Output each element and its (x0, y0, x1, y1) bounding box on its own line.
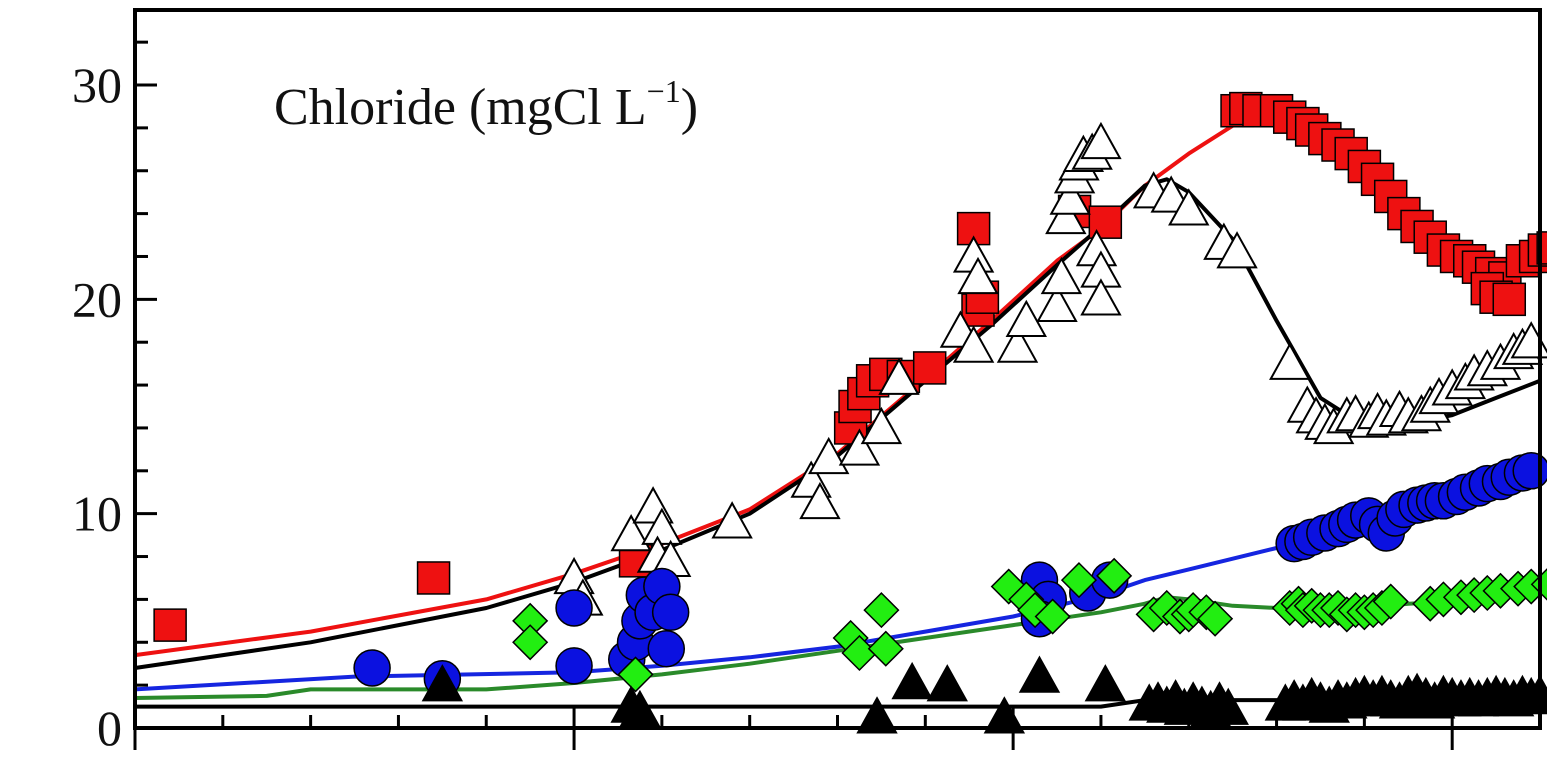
open-triangle-point (838, 428, 881, 466)
y-tick-label: 30 (72, 57, 122, 113)
square-point (416, 561, 451, 595)
square-point (912, 351, 947, 385)
open-triangle-point (1005, 299, 1047, 337)
open-triangle-point (1045, 196, 1087, 235)
circle-point (353, 649, 391, 687)
y-tick-labels: 0 10 20 30 (72, 57, 122, 756)
filled-triangle-point (891, 661, 933, 700)
square-point (153, 608, 187, 642)
square-point (1536, 231, 1547, 265)
open-triangle-point (1216, 231, 1258, 269)
chart-title-superscript: −1 (647, 73, 681, 109)
open-triangle-point (1168, 188, 1210, 226)
diamond-point (512, 624, 549, 661)
chart-title-main: Chloride (mgCl L (274, 79, 647, 136)
y-tick-label: 0 (97, 700, 122, 756)
filled-triangle-point (421, 664, 464, 702)
open-triangle-point (878, 357, 920, 395)
filled-triangle-point (856, 696, 898, 734)
diamond-point (863, 592, 900, 629)
filled-triangle-point (1018, 655, 1061, 693)
diamond-point (1034, 598, 1071, 635)
open-triangle-point (1036, 284, 1078, 322)
y-tick-label: 20 (72, 271, 122, 327)
open-triangle-point (799, 481, 841, 520)
chart-title: Chloride (mgCl L−1) (274, 73, 698, 136)
chart-title-close: ) (681, 79, 698, 136)
diamond-point (867, 630, 904, 667)
open-triangle-point (711, 501, 753, 539)
diamond-point (1372, 583, 1409, 620)
y-tick-label: 10 (72, 486, 122, 542)
circle-point (555, 647, 593, 685)
data-points (153, 91, 1547, 734)
circle-point (651, 593, 690, 632)
filled-triangle-point (1084, 664, 1127, 702)
open-triangle-point (1080, 121, 1122, 160)
open-triangle-point (610, 514, 652, 552)
open-triangle-point (957, 256, 999, 295)
fit-line (134, 475, 1541, 692)
open-triangle-point (808, 436, 850, 475)
open-triangle-point (1040, 256, 1083, 295)
filled-triangle-point (926, 664, 968, 702)
ticks (133, 40, 1542, 750)
diamond-point (1060, 562, 1098, 599)
diamond-point (1197, 600, 1234, 637)
open-triangle-point (860, 406, 903, 445)
open-triangle-point (1080, 278, 1122, 316)
diamond-point (617, 656, 654, 693)
square-point (1492, 282, 1527, 317)
filled-triangle-point (1207, 687, 1249, 725)
circle-point (555, 589, 593, 627)
circle-point (647, 629, 686, 668)
diamond-point (1096, 557, 1133, 594)
open-triangle-point (1049, 177, 1091, 215)
open-triangle-point (1269, 342, 1311, 380)
fit-line (134, 108, 1541, 658)
open-triangle-point (952, 325, 995, 363)
open-triangle-point (996, 325, 1039, 363)
